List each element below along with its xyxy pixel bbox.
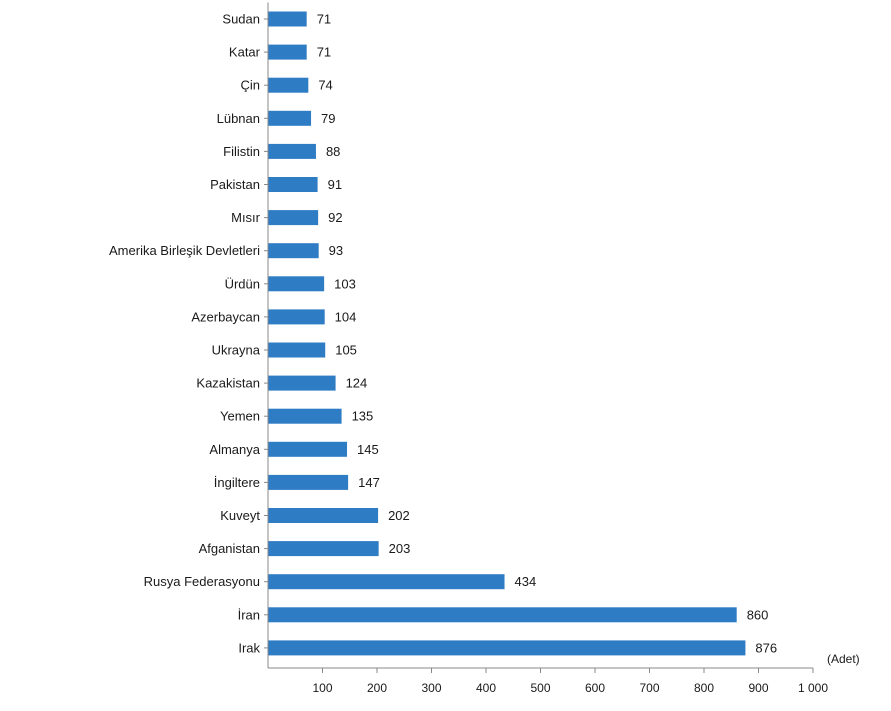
- category-label: Çin: [240, 78, 260, 93]
- category-label: Kuveyt: [220, 508, 260, 523]
- category-label: Pakistan: [210, 177, 260, 192]
- category-label: Ukrayna: [212, 343, 261, 358]
- bar: [268, 11, 307, 27]
- x-tick-label: 600: [585, 681, 605, 695]
- bar: [268, 243, 319, 259]
- value-label: 860: [747, 607, 769, 622]
- category-labels: Sudan Katar Çin Lübnan Filistin Pakistan Mısır…: [109, 12, 261, 656]
- x-tick-label: 100: [312, 681, 332, 695]
- category-label: İran: [238, 607, 260, 622]
- value-label: 105: [335, 343, 357, 358]
- category-label: Sudan: [222, 12, 260, 27]
- value-labels: 71 71 74 79 88 91 92 93 103 104 105 124 135 145 147 202…: [317, 12, 777, 656]
- value-label: 93: [329, 243, 343, 258]
- x-tick-label: 800: [694, 681, 714, 695]
- category-label: Mısır: [231, 210, 261, 225]
- bar: [268, 177, 318, 192]
- value-label: 71: [317, 45, 331, 60]
- x-tick-label: 700: [639, 681, 659, 695]
- bar: [268, 110, 312, 126]
- bar: [268, 541, 379, 557]
- bar: [268, 143, 316, 159]
- bar: [268, 309, 325, 325]
- value-label: 434: [515, 574, 537, 589]
- bar: [268, 640, 746, 656]
- value-label: 135: [352, 409, 374, 424]
- value-label: 203: [389, 541, 411, 556]
- bar: [268, 342, 326, 358]
- category-label: Irak: [238, 640, 260, 655]
- category-label: Amerika Birleşik Devletleri: [109, 243, 260, 258]
- category-label: Afganistan: [199, 541, 260, 556]
- value-label: 88: [326, 144, 340, 159]
- x-tick-label: 200: [367, 681, 387, 695]
- bar: [268, 276, 325, 292]
- value-label: 202: [388, 508, 410, 523]
- axes: 100 200 300 400 500 600 700 800 900 1 000: [264, 2, 828, 695]
- category-label: Yemen: [220, 409, 260, 424]
- value-label: 74: [318, 78, 332, 93]
- value-label: 104: [335, 309, 357, 324]
- bar: [268, 441, 348, 457]
- category-label: Rusya Federasyonu: [144, 574, 260, 589]
- category-label: Almanya: [209, 442, 260, 457]
- bar: [268, 44, 307, 60]
- bar: [268, 77, 309, 93]
- value-label: 71: [317, 12, 331, 27]
- bar: [268, 474, 349, 490]
- category-label: Azerbaycan: [191, 309, 260, 324]
- bar: [268, 508, 379, 523]
- category-label: Kazakistan: [196, 376, 260, 391]
- bar: [268, 408, 342, 424]
- x-tick-label: 900: [748, 681, 768, 695]
- category-label: Lübnan: [217, 111, 260, 126]
- value-label: 145: [357, 442, 379, 457]
- x-tick-label: 400: [476, 681, 496, 695]
- category-label: İngiltere: [214, 475, 260, 490]
- bar: [268, 607, 737, 623]
- value-label: 92: [328, 210, 342, 225]
- x-tick-label: 500: [530, 681, 550, 695]
- category-label: Filistin: [223, 144, 260, 159]
- value-label: 103: [334, 276, 356, 291]
- value-label: 124: [346, 376, 368, 391]
- value-label: 147: [358, 475, 380, 490]
- category-label: Ürdün: [225, 276, 260, 291]
- bar: [268, 375, 336, 391]
- x-axis-unit-label: (Adet): [827, 652, 860, 666]
- bars-layer: [268, 11, 746, 656]
- bar: [268, 574, 505, 590]
- x-tick-label: 1 000: [798, 681, 828, 695]
- value-label: 79: [321, 111, 335, 126]
- value-label: 91: [328, 177, 342, 192]
- category-label: Katar: [229, 45, 261, 60]
- value-label: 876: [755, 640, 777, 655]
- x-tick-label: 300: [421, 681, 441, 695]
- bar: [268, 210, 319, 226]
